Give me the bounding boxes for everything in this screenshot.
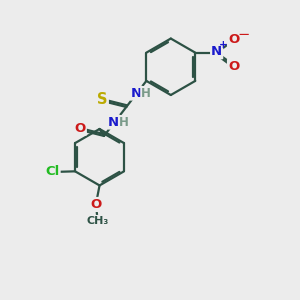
Text: O: O xyxy=(228,60,239,73)
Text: N: N xyxy=(108,116,119,129)
Text: N: N xyxy=(211,45,222,58)
Text: CH₃: CH₃ xyxy=(86,216,109,226)
Text: N: N xyxy=(130,87,142,100)
Text: H: H xyxy=(118,116,128,129)
Text: O: O xyxy=(75,122,86,135)
Text: Cl: Cl xyxy=(45,165,60,178)
Text: H: H xyxy=(141,87,151,100)
Text: +: + xyxy=(219,40,228,50)
Text: O: O xyxy=(228,33,239,46)
Text: −: − xyxy=(237,27,250,42)
Text: O: O xyxy=(90,198,102,211)
Text: S: S xyxy=(97,92,108,107)
